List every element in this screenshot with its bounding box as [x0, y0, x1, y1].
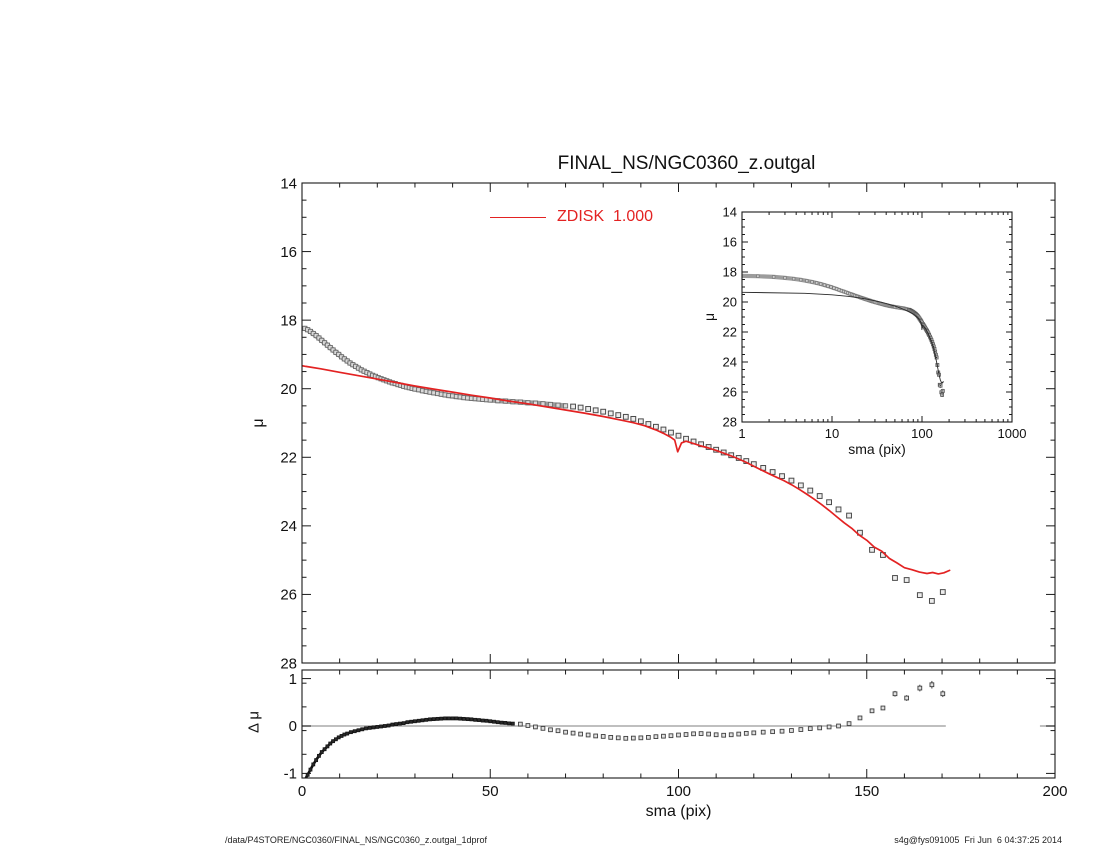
y-tick-label: 14 [280, 175, 297, 192]
y-tick-label: 24 [280, 518, 297, 535]
residual-plot: 0 50 100 150 200-101 [284, 669, 1068, 800]
x-tick-label: 10 [825, 426, 839, 441]
y-tick-label: 22 [723, 325, 737, 340]
residual-axis-ticks: 0 50 100 150 200-101 [284, 670, 1068, 800]
mu-profile-inner [302, 325, 569, 409]
x-tick-label: 0 [298, 783, 306, 800]
page-title: FINAL_NS/NGC0360_z.outgal [557, 153, 816, 174]
y-tick-label: 0 [289, 718, 297, 735]
y-tick-label: 26 [280, 587, 297, 604]
legend-model-line-swatch [490, 217, 546, 218]
inset-frame [741, 211, 1013, 423]
inset-data-area [742, 273, 945, 397]
residual-outer [518, 680, 946, 741]
shared-x-axis-label: sma (pix) [645, 803, 712, 820]
y-tick-label: 1 [289, 671, 297, 688]
x-tick-label: 50 [482, 783, 499, 800]
y-tick-label: 16 [723, 235, 737, 250]
footer-file-path: /data/P4STORE/NGC0360/FINAL_NS/NGC0360_z… [225, 835, 487, 845]
y-tick-label: 20 [280, 381, 297, 398]
zdisk-model [302, 364, 951, 575]
y-tick-label: 28 [280, 655, 297, 672]
residual-data-area [302, 680, 1055, 778]
x-tick-label: 200 [1042, 783, 1067, 800]
y-tick-label: 18 [280, 312, 297, 329]
x-tick-label: 150 [854, 783, 879, 800]
main-data-area [302, 325, 951, 604]
residual-y-axis-label: Δ μ [245, 710, 263, 734]
x-tick-label: 100 [666, 783, 691, 800]
main-y-axis-label: μ [250, 418, 267, 428]
residual-inner [304, 716, 515, 778]
y-tick-label: 20 [723, 295, 737, 310]
y-tick-label: -1 [284, 766, 297, 783]
y-tick-label: 14 [723, 205, 737, 220]
footer-user-timestamp: s4g@fys091005 Fri Jun 6 04:37:25 2014 [894, 835, 1062, 845]
x-tick-label: 1000 [998, 426, 1027, 441]
mu-profile-outer [570, 403, 946, 604]
model-log [742, 291, 944, 384]
y-tick-label: 28 [723, 415, 737, 430]
main-frame [301, 182, 1056, 664]
inset-y-axis-label: μ [701, 312, 717, 322]
y-tick-label: 22 [280, 450, 297, 467]
main-axis-ticks: 14 16 18 20 22 24 26 28 [280, 175, 1056, 672]
inset-plot: 1 10 100 1000 14 16 18 20 22 24 26 28 [723, 205, 1027, 441]
y-tick-label: 24 [723, 355, 737, 370]
y-tick-label: 18 [723, 265, 737, 280]
main-plot: 14 16 18 20 22 24 26 28 [280, 175, 1056, 672]
inset-background [742, 212, 1012, 422]
y-tick-label: 26 [723, 385, 737, 400]
residual-frame [301, 669, 1056, 779]
y-tick-label: 16 [280, 244, 297, 261]
x-tick-label: 100 [911, 426, 933, 441]
inset-x-axis-label: sma (pix) [848, 441, 906, 457]
legend-model-label: ZDISK 1.000 [557, 208, 654, 225]
x-tick-label: 1 [738, 426, 745, 441]
